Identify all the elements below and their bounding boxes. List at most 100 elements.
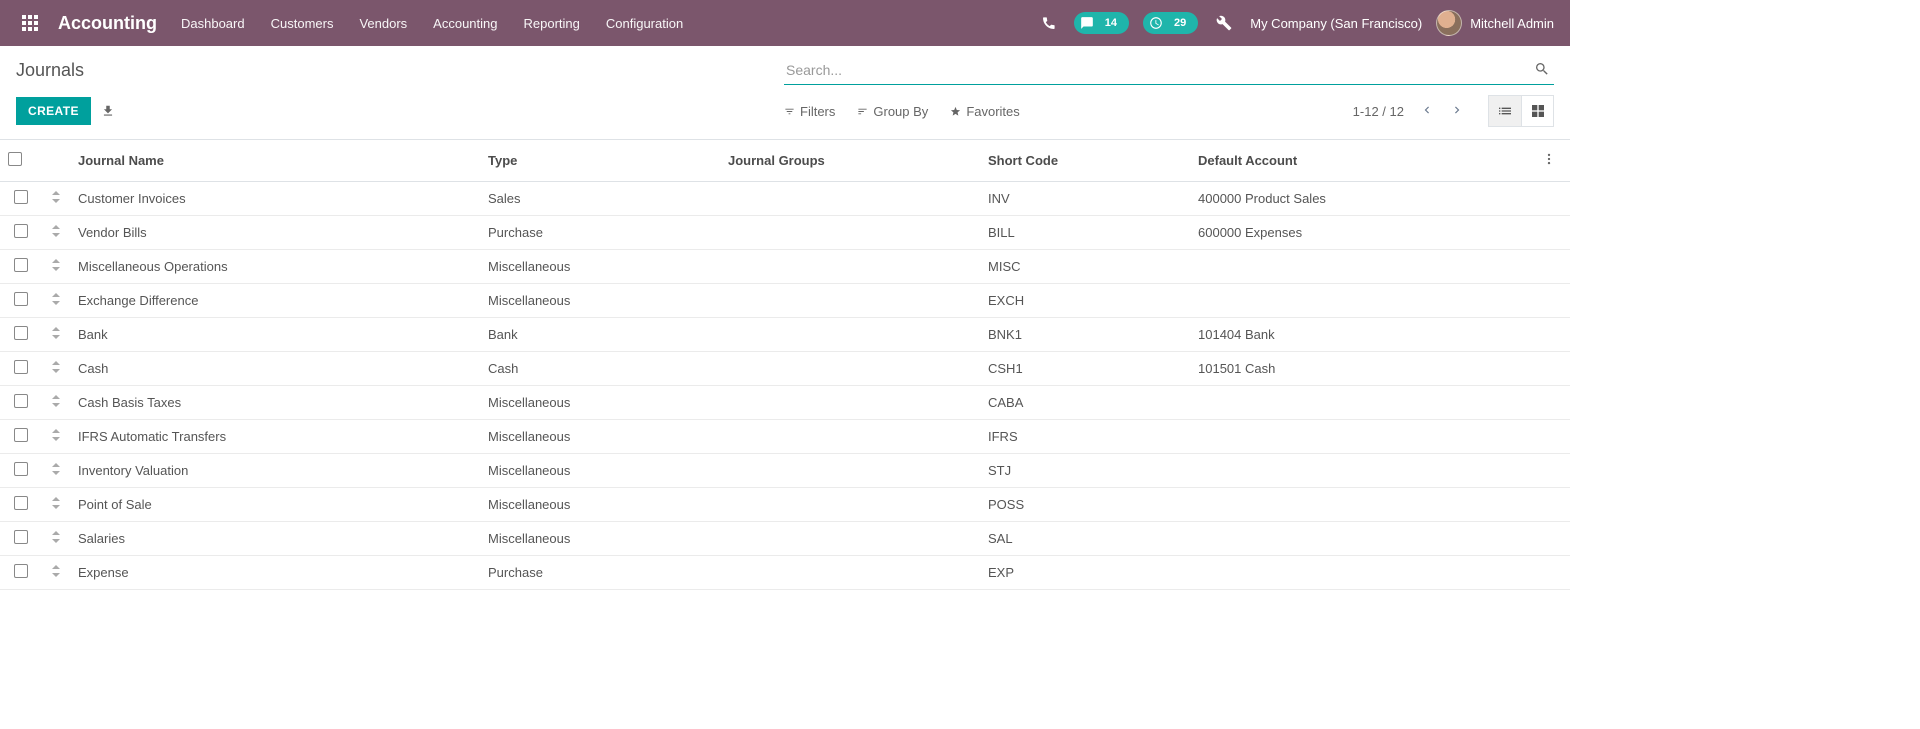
cell-default: 101501 Cash [1190,352,1534,386]
create-button[interactable]: Create [16,97,91,125]
navbar-right: 14 29 My Company (San Francisco) Mitchel… [1038,10,1554,36]
journal-table: Journal Name Type Journal Groups Short C… [0,140,1570,590]
search-bar [784,56,1554,85]
messages-icon[interactable]: 14 [1074,12,1129,34]
user-menu[interactable]: Mitchell Admin [1436,10,1554,36]
row-checkbox[interactable] [14,394,28,408]
table-row[interactable]: BankBankBNK1101404 Bank [0,318,1570,352]
cell-type: Miscellaneous [480,250,720,284]
nav-links: Dashboard Customers Vendors Accounting Repor… [181,16,683,31]
drag-handle-icon[interactable] [51,497,61,512]
cell-code: EXP [980,556,1190,590]
row-checkbox[interactable] [14,258,28,272]
drag-handle-icon[interactable] [51,531,61,546]
pager-next[interactable] [1444,99,1470,124]
drag-handle-icon[interactable] [51,225,61,240]
drag-handle-icon[interactable] [51,327,61,342]
nav-link-reporting[interactable]: Reporting [524,16,580,31]
pager-range: 1-12 / 12 [1353,104,1404,119]
cell-name: Salaries [70,522,480,556]
drag-handle-icon[interactable] [51,429,61,444]
row-checkbox[interactable] [14,224,28,238]
select-all-checkbox[interactable] [8,152,22,166]
row-checkbox[interactable] [14,326,28,340]
row-checkbox[interactable] [14,360,28,374]
drag-handle-icon[interactable] [51,463,61,478]
row-checkbox[interactable] [14,428,28,442]
groupby-dropdown[interactable]: Group By [857,104,928,119]
cell-groups [720,420,980,454]
cell-type: Sales [480,182,720,216]
table-row[interactable]: Exchange DifferenceMiscellaneousEXCH [0,284,1570,318]
table-row[interactable]: Miscellaneous OperationsMiscellaneous MIS… [0,250,1570,284]
phone-icon[interactable] [1038,12,1060,34]
apps-menu-icon[interactable] [16,9,44,37]
cell-code: CSH1 [980,352,1190,386]
col-groups[interactable]: Journal Groups [720,140,980,182]
user-name: Mitchell Admin [1470,16,1554,31]
view-list[interactable] [1489,96,1521,126]
cell-groups [720,522,980,556]
cell-groups [720,216,980,250]
messages-count: 14 [1099,16,1123,30]
cell-type: Miscellaneous [480,386,720,420]
favorites-label: Favorites [966,104,1019,119]
row-checkbox[interactable] [14,530,28,544]
table-row[interactable]: Vendor BillsPurchaseBILL600000 Expenses [0,216,1570,250]
export-button[interactable] [101,104,115,118]
control-panel: Journals Create Filters Group By [0,46,1570,140]
cell-code: MISC [980,250,1190,284]
cell-default [1190,522,1534,556]
cell-code: BILL [980,216,1190,250]
cell-type: Miscellaneous [480,488,720,522]
row-checkbox[interactable] [14,292,28,306]
row-checkbox[interactable] [14,496,28,510]
drag-handle-icon[interactable] [51,259,61,274]
drag-handle-icon[interactable] [51,191,61,206]
table-row[interactable]: Point of SaleMiscellaneousPOSS [0,488,1570,522]
cell-name: Miscellaneous Operations [70,250,480,284]
table-row[interactable]: IFRS Automatic TransfersMiscellaneousIFR… [0,420,1570,454]
cell-name: Vendor Bills [70,216,480,250]
col-default[interactable]: Default Account [1190,140,1534,182]
nav-link-customers[interactable]: Customers [271,16,334,31]
table-row[interactable]: Customer InvoicesSalesINV400000 Product … [0,182,1570,216]
filters-dropdown[interactable]: Filters [784,104,835,119]
cell-groups [720,556,980,590]
search-input[interactable] [784,56,1530,84]
cell-type: Miscellaneous [480,454,720,488]
activities-icon[interactable]: 29 [1143,12,1198,34]
nav-link-accounting[interactable]: Accounting [433,16,497,31]
debug-icon[interactable] [1212,11,1236,35]
view-kanban[interactable] [1521,96,1553,126]
table-row[interactable]: Cash Basis TaxesMiscellaneousCABA [0,386,1570,420]
drag-handle-icon[interactable] [51,361,61,376]
cell-groups [720,182,980,216]
cell-groups [720,488,980,522]
cell-code: INV [980,182,1190,216]
row-checkbox[interactable] [14,462,28,476]
nav-link-configuration[interactable]: Configuration [606,16,683,31]
cell-name: Exchange Difference [70,284,480,318]
app-brand[interactable]: Accounting [58,13,157,34]
table-row[interactable]: Inventory ValuationMiscellaneousSTJ [0,454,1570,488]
drag-handle-icon[interactable] [51,565,61,580]
nav-link-dashboard[interactable]: Dashboard [181,16,245,31]
favorites-dropdown[interactable]: Favorites [950,104,1019,119]
table-row[interactable]: CashCashCSH1101501 Cash [0,352,1570,386]
drag-handle-icon[interactable] [51,293,61,308]
col-code[interactable]: Short Code [980,140,1190,182]
col-name[interactable]: Journal Name [70,140,480,182]
table-row[interactable]: SalariesMiscellaneousSAL [0,522,1570,556]
cell-code: IFRS [980,420,1190,454]
optional-columns-icon[interactable] [1542,154,1556,169]
drag-handle-icon[interactable] [51,395,61,410]
company-selector[interactable]: My Company (San Francisco) [1250,16,1422,31]
search-button[interactable] [1530,57,1554,84]
row-checkbox[interactable] [14,564,28,578]
row-checkbox[interactable] [14,190,28,204]
nav-link-vendors[interactable]: Vendors [359,16,407,31]
pager-prev[interactable] [1414,99,1440,124]
table-row[interactable]: ExpensePurchaseEXP [0,556,1570,590]
col-type[interactable]: Type [480,140,720,182]
